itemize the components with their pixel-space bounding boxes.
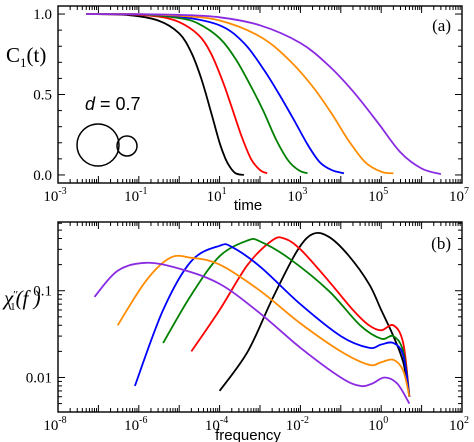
- panel-a-xtick-label: 107: [449, 186, 469, 205]
- panel-b-ytick-label: 0.01: [26, 370, 52, 386]
- panel-b-ylabel: χ′′ 1(f ): [2, 286, 41, 313]
- panel-b-series-line-1: [190, 236, 411, 397]
- panel-a-series-line-0: [86, 13, 245, 176]
- panel-a-ytick-label: 0.0: [33, 168, 52, 184]
- panel-b-series-line-3: [134, 243, 411, 397]
- panel-a-series: [86, 13, 442, 176]
- shape-annotation: d = 0.7: [85, 94, 141, 114]
- panel-a-ylabel-sub: 1: [20, 55, 27, 70]
- panel-a-xtick-label: 103: [287, 186, 307, 205]
- panel-b-xtick-label: 102: [449, 415, 469, 434]
- panel-a-xtick-label: 10-1: [124, 186, 147, 205]
- panel-a-xtick-label: 101: [207, 186, 227, 205]
- panel-b-series-line-2: [162, 238, 411, 397]
- panel-b-ylabel-arg: (f ): [16, 286, 41, 310]
- panel-b-ylabel-sup: ′′: [13, 289, 18, 301]
- panel-b-xtick-label: 10-8: [43, 415, 66, 434]
- panel-b: 10-8 10-6 10-4 10-2 100 102 0.01 0.1 (b) freque…: [2, 221, 469, 442]
- panel-b-ticks: 10-8 10-6 10-4 10-2 100 102 0.01 0.1: [26, 222, 469, 434]
- panel-b-tag: (b): [431, 234, 451, 253]
- panel-a-ylabel-main: C: [6, 43, 20, 67]
- panel-a-ticks: 10-3 10-1 101 103 105 107 0.0 0.5 1.0: [33, 6, 469, 205]
- panel-b-xtick-label: 10-2: [286, 415, 309, 434]
- panel-a-xtick-label: 105: [368, 186, 388, 205]
- panel-b-series-line-4: [116, 254, 411, 397]
- panel-b-series-line-0: [218, 231, 411, 397]
- panel-a-ytick-label: 1.0: [33, 7, 52, 23]
- panel-a-tag: (a): [432, 16, 451, 35]
- shape-annotation-value: = 0.7: [95, 94, 141, 114]
- panel-b-xtick-label: 10-6: [124, 415, 147, 434]
- panel-b-ylabel-sub: 1: [10, 301, 16, 313]
- panel-b-xtick-label: 100: [368, 415, 388, 434]
- panel-b-xtick-label: 10-4: [205, 415, 228, 434]
- panel-b-xlabel: frequency: [215, 427, 281, 442]
- panel-a-xtick-label: 10-3: [43, 186, 66, 205]
- panel-b-ytick-label: 0.1: [33, 284, 52, 300]
- panel-a: 10-3 10-1 101 103 105 107 0.0 0.5 1.0 (a) time C…: [6, 5, 469, 214]
- panel-a-ylabel-arg: (t): [27, 43, 47, 67]
- large-sphere-icon: [76, 123, 120, 167]
- panel-a-series-line-2: [86, 13, 308, 175]
- panel-b-series-line-5: [93, 261, 411, 405]
- panel-a-xlabel: time: [234, 197, 262, 214]
- small-sphere-icon: [116, 135, 138, 157]
- panel-a-ytick-label: 0.5: [33, 88, 52, 104]
- panel-b-series: [93, 231, 411, 405]
- panel-a-ylabel: C1(t): [6, 43, 46, 70]
- panel-a-series-line-5: [86, 13, 442, 176]
- panel-b-ylabel-main: χ: [2, 286, 14, 310]
- shape-annotation-symbol: d: [85, 94, 96, 114]
